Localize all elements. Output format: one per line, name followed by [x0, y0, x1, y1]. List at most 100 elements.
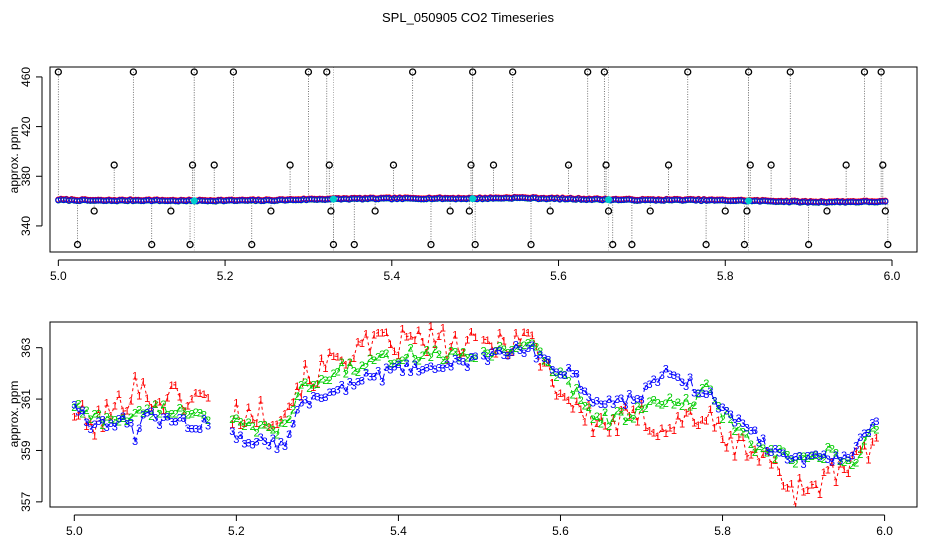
bottom-series-3-point: 3: [168, 416, 174, 428]
bottom-series-3-point: 3: [351, 381, 357, 393]
bottom-series-2-point: 2: [440, 355, 446, 367]
bottom-series-1-point: 1: [132, 371, 138, 383]
bottom-series-2-point: 2: [100, 420, 106, 432]
bottom-series-2-point: 2: [817, 453, 823, 465]
bottom-series-2-point: 2: [343, 369, 349, 381]
bottom-series-group: 1111111111111111111111111111111111111111…: [71, 322, 879, 514]
bottom-series-1-point: 1: [578, 404, 584, 416]
bottom-series-2-point: 2: [294, 391, 300, 403]
top-outlier-point: [323, 68, 331, 76]
bottom-series-2-point: 2: [724, 406, 730, 418]
bottom-series-1-point: 1: [205, 392, 211, 404]
bottom-series-3-point: 3: [71, 399, 77, 411]
bottom-series-3-point: 3: [136, 423, 142, 435]
bottom-series-2-point: 2: [245, 417, 251, 429]
bottom-series-2-point: 2: [132, 407, 138, 419]
bottom-series-3-point: 3: [711, 396, 717, 408]
bottom-series-1-point: 1: [241, 418, 247, 430]
bottom-series-1-point: 1: [262, 420, 268, 432]
top-outlier-point: [267, 207, 275, 215]
bottom-series-3-point: 3: [120, 411, 126, 423]
bottom-series-1-point: 1: [614, 427, 620, 439]
bottom-series-1-point: 1: [752, 444, 758, 456]
top-x-tick-label: 6.0: [884, 269, 901, 283]
bottom-series-1-point: 1: [347, 357, 353, 369]
bottom-series-3-point: 3: [647, 379, 653, 391]
bottom-series-1-point: 1: [472, 332, 478, 344]
top-highlight-point: [745, 197, 753, 205]
top-outlier-point: [877, 68, 885, 76]
bottom-series-2-point: 2: [800, 451, 806, 463]
bottom-series-1-point: 1: [112, 401, 118, 413]
bottom-series-2-point: 2: [270, 424, 276, 436]
bottom-series-3-point: 3: [290, 419, 296, 431]
bottom-series-2-point: 2: [160, 399, 166, 411]
bottom-series-2-point: 2: [468, 352, 474, 364]
bottom-series-1-point: 1: [160, 405, 166, 417]
bottom-series-3-point: 3: [322, 392, 328, 404]
bottom-series-1-point: 1: [229, 419, 235, 431]
top-outlier-point: [664, 161, 673, 169]
bottom-series-3-point: 3: [403, 358, 409, 370]
bottom-series-1-point: 1: [594, 418, 600, 430]
bottom-series-3-point: 3: [298, 397, 304, 409]
bottom-series-3-point: 3: [630, 395, 636, 407]
top-outlier-point: [584, 68, 592, 76]
bottom-series-2-point: 2: [796, 451, 802, 463]
bottom-series-3-point: 3: [497, 346, 503, 358]
bottom-series-3-point: 3: [112, 421, 118, 433]
bottom-series-1-point: 1: [193, 388, 199, 400]
bottom-series-3-point: 3: [691, 388, 697, 400]
top-outlier-point: [329, 240, 338, 249]
bottom-series-2-point: 2: [387, 358, 393, 370]
bottom-series-2-point: 2: [197, 408, 203, 420]
bottom-series-1-point: 1: [800, 486, 806, 498]
top-outlier-point: [646, 207, 654, 215]
bottom-series-3-point: 3: [452, 353, 458, 365]
bottom-series-3-point: 3: [780, 448, 786, 460]
bottom-series-1-point: 1: [728, 429, 734, 441]
bottom-series-3-point: 3: [545, 354, 551, 366]
bottom-series-1-point: 1: [784, 483, 790, 495]
bottom-series-2-point: 2: [339, 357, 345, 369]
bottom-series-3-point: 3: [695, 388, 701, 400]
bottom-series-2-point: 2: [436, 349, 442, 361]
bottom-series-2-point: 2: [124, 416, 130, 428]
bottom-series-2-point: 2: [529, 338, 535, 350]
bottom-y-axis-label: approx. ppm: [7, 381, 21, 448]
bottom-series-2-point: 2: [614, 406, 620, 418]
bottom-series-3-point: 3: [671, 370, 677, 382]
bottom-series-2-point: 2: [873, 424, 879, 436]
bottom-series-1-point: 1: [687, 406, 693, 418]
top-outlier-point: [248, 240, 256, 249]
top-outlier-point: [884, 240, 892, 249]
bottom-series-3-point: 3: [566, 363, 572, 375]
bottom-series-1-point: 1: [833, 477, 839, 489]
bottom-series-3-point: 3: [164, 412, 170, 424]
bottom-series-2-point: 2: [164, 409, 170, 421]
bottom-series-1-point: 1: [79, 399, 85, 411]
bottom-series-1-point: 1: [521, 327, 527, 339]
bottom-series-1-point: 1: [792, 502, 798, 514]
bottom-series-1-point: 1: [740, 432, 746, 444]
bottom-series-3-point: 3: [553, 367, 559, 379]
bottom-series-2-point: 2: [638, 404, 644, 416]
bottom-series-2-point: 2: [185, 410, 191, 422]
bottom-series-1-point: 1: [549, 378, 555, 390]
bottom-series-3-point: 3: [679, 377, 685, 389]
bottom-series-3-point: 3: [873, 416, 879, 428]
bottom-series-1-point: 1: [679, 419, 685, 431]
bottom-series-2-point: 2: [322, 375, 328, 387]
bottom-series-3-point: 3: [736, 413, 742, 425]
bottom-series-1-point: 1: [452, 329, 458, 341]
top-outlier-point: [842, 161, 850, 169]
bottom-series-2-point: 2: [752, 447, 758, 459]
bottom-series-3-point: 3: [821, 449, 827, 461]
bottom-series-2-point: 2: [687, 401, 693, 413]
bottom-series-2-point: 2: [359, 360, 365, 372]
bottom-series-1-point: 1: [853, 446, 859, 458]
bottom-series-1-point: 1: [201, 389, 207, 401]
bottom-series-2-point: 2: [472, 353, 478, 365]
bottom-series-3-point: 3: [703, 389, 709, 401]
bottom-series-1-point: 1: [849, 450, 855, 462]
